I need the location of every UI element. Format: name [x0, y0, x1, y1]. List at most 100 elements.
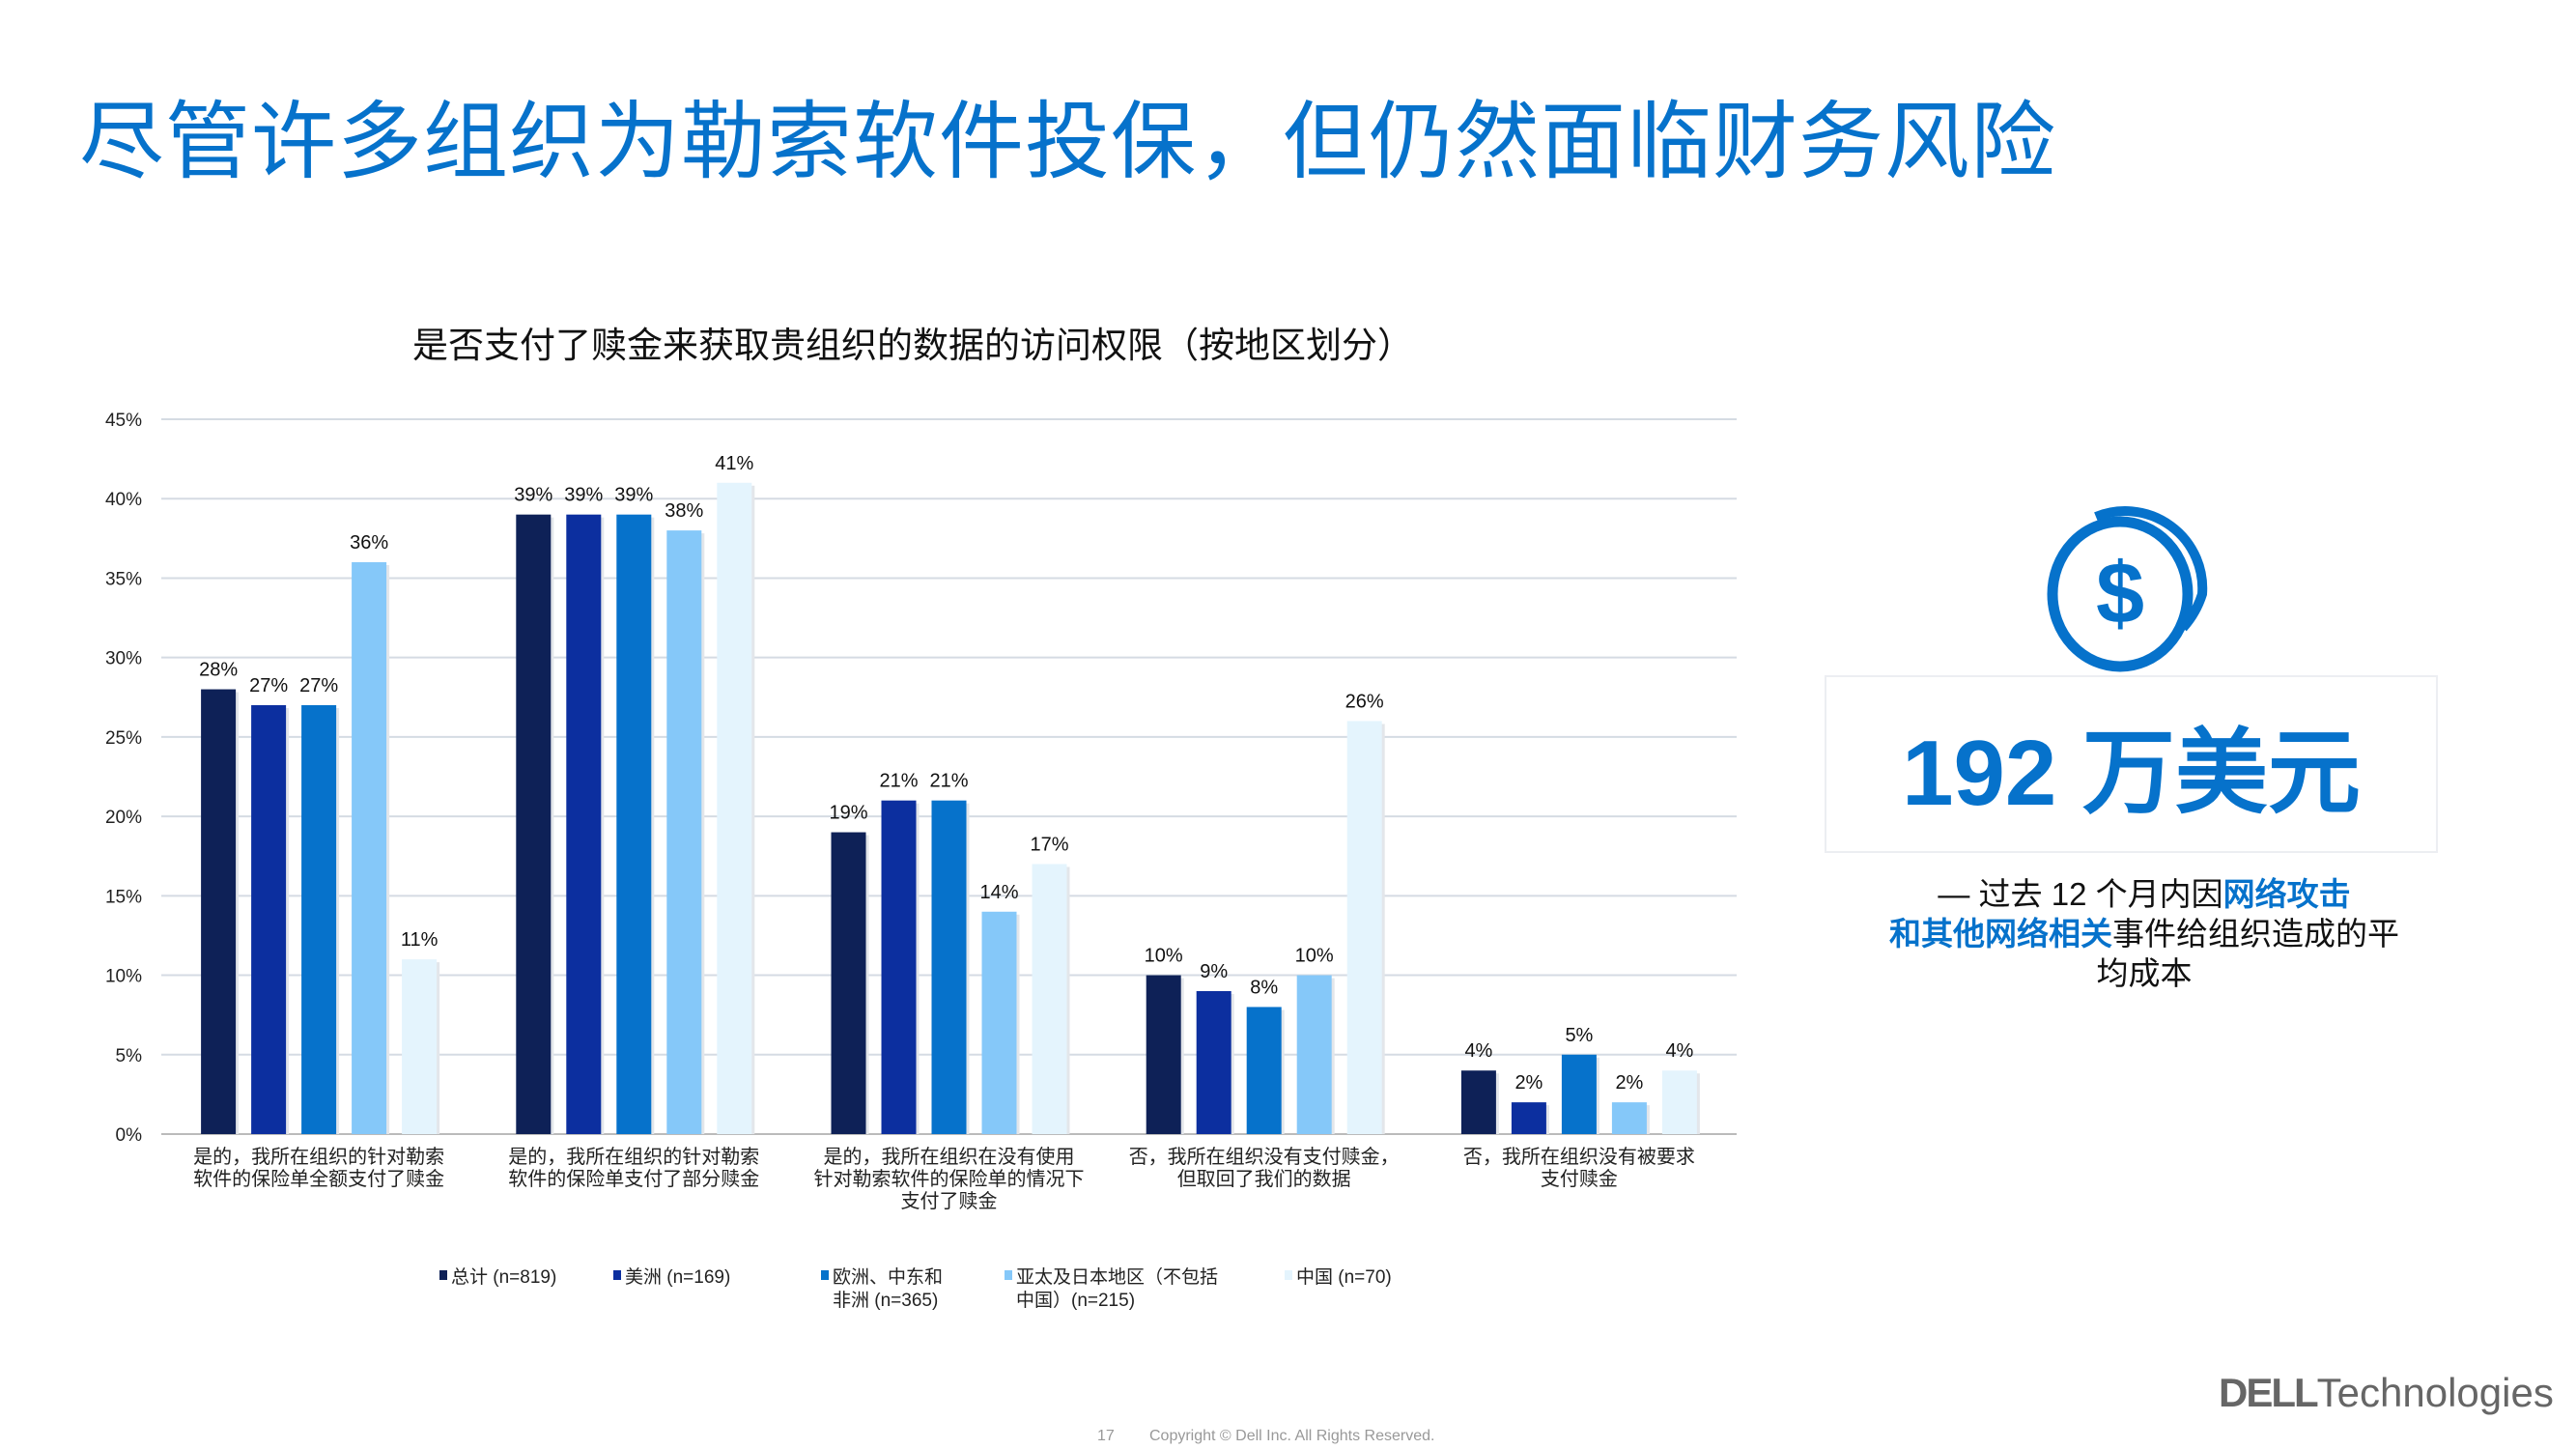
y-tick-label: 15% [105, 887, 142, 907]
dell-technologies-logo: DELLTechnologies [2219, 1370, 2554, 1416]
bar [1146, 975, 1181, 1134]
legend-swatch [821, 1270, 829, 1280]
cost-caption: — 过去 12 个月内因网络攻击和其他网络相关事件给组织造成的平均成本 [1874, 874, 2415, 993]
legend-label: 欧洲、中东和 [833, 1266, 943, 1288]
x-category-label: 支付了赎金 [901, 1190, 998, 1212]
bar [616, 514, 652, 1134]
data-label: 27% [249, 675, 288, 696]
legend-swatch [1005, 1270, 1012, 1280]
bar [931, 800, 967, 1134]
x-category-label: 否，我所在组织没有支付赎金， [1129, 1146, 1400, 1168]
y-tick-label: 10% [105, 967, 142, 987]
bar [1511, 1102, 1546, 1134]
x-category-label: 软件的保险单支付了部分赎金 [508, 1168, 759, 1190]
legend-label: 中国 (n=70) [1296, 1266, 1392, 1288]
data-label: 21% [879, 771, 918, 792]
y-tick-label: 45% [105, 411, 142, 431]
data-label: 2% [1615, 1072, 1643, 1094]
caption-highlight: 网络攻击 [2222, 876, 2351, 912]
bar [566, 514, 602, 1134]
data-label: 2% [1514, 1072, 1543, 1094]
x-category-label: 是的，我所在组织的针对勒索 [508, 1146, 759, 1168]
data-label: 26% [1345, 691, 1384, 712]
x-category-label: 否，我所在组织没有被要求 [1463, 1146, 1695, 1168]
dollar-coin-icon: $ [2047, 506, 2208, 672]
legend-label: 美洲 (n=169) [625, 1266, 730, 1288]
legend-label: 中国）(n=215) [1016, 1290, 1135, 1311]
legend-swatch [1285, 1270, 1292, 1280]
bar [1661, 1070, 1697, 1134]
logo-brand: DELL [2219, 1370, 2319, 1415]
caption-text: — 过去 12 个月内因 [1938, 876, 2223, 912]
data-label: 14% [979, 882, 1018, 903]
data-label: 10% [1295, 946, 1334, 967]
y-tick-label: 5% [116, 1046, 143, 1066]
caption-highlight: 和其他网络相关 [1889, 916, 2112, 952]
bar [1296, 975, 1332, 1134]
data-label: 27% [299, 675, 338, 696]
bar [666, 530, 702, 1134]
data-label: 19% [829, 803, 867, 824]
data-label: 5% [1565, 1025, 1593, 1046]
bar [251, 705, 287, 1134]
x-category-label: 是的，我所在组织在没有使用 [824, 1146, 1075, 1168]
x-category-label: 但取回了我们的数据 [1177, 1168, 1351, 1190]
bar [981, 911, 1017, 1134]
bar [201, 689, 237, 1134]
data-label: 41% [715, 453, 753, 474]
data-label: 17% [1030, 834, 1068, 855]
bar [1346, 721, 1382, 1134]
data-label: 4% [1665, 1040, 1693, 1062]
data-label: 39% [564, 485, 603, 506]
data-label: 4% [1464, 1040, 1492, 1062]
data-label: 8% [1250, 977, 1278, 998]
bar [1246, 1007, 1282, 1134]
x-category-label: 针对勒索软件的保险单的情况下 [814, 1168, 1085, 1190]
y-tick-label: 20% [105, 808, 142, 828]
bar [352, 562, 387, 1134]
bar [1460, 1070, 1496, 1134]
bar [717, 482, 752, 1134]
slide-title: 尽管许多组织为勒索软件投保，但仍然面临财务风险 [79, 94, 2057, 189]
y-tick-label: 40% [105, 490, 142, 510]
data-label: 21% [929, 771, 968, 792]
caption-text: 事件给组织造成的平均成本 [2096, 916, 2400, 991]
bar [402, 959, 438, 1134]
data-label: 11% [401, 929, 439, 951]
y-tick-label: 35% [105, 569, 142, 589]
logo-text: Technologies [2316, 1370, 2554, 1415]
legend-label: 非洲 (n=365) [833, 1290, 938, 1311]
bar [1196, 991, 1231, 1134]
y-tick-label: 25% [105, 728, 142, 749]
legend-swatch [439, 1270, 447, 1280]
data-label: 9% [1200, 961, 1228, 982]
data-label: 28% [199, 660, 238, 681]
x-category-label: 支付赎金 [1541, 1168, 1618, 1190]
legend-label: 亚太及日本地区（不包括 [1016, 1266, 1218, 1288]
page-number: 17 [1097, 1428, 1115, 1444]
x-category-label: 是的，我所在组织的针对勒索 [193, 1146, 444, 1168]
data-label: 36% [350, 532, 388, 554]
y-tick-label: 30% [105, 649, 142, 669]
legend-label: 总计 (n=819) [451, 1266, 556, 1288]
legend-swatch [613, 1270, 621, 1280]
y-tick-label: 0% [116, 1125, 143, 1146]
bar [1561, 1054, 1597, 1134]
bar [1611, 1102, 1647, 1134]
average-cost-value: 192 万美元 [1902, 721, 2361, 825]
data-label: 39% [614, 485, 653, 506]
data-label: 10% [1145, 946, 1183, 967]
chart-title: 是否支付了赎金来获取贵组织的数据的访问权限（按地区划分） [412, 326, 1413, 365]
bar [516, 514, 552, 1134]
x-category-label: 软件的保险单全额支付了赎金 [193, 1168, 444, 1190]
bar [301, 705, 337, 1134]
data-label: 38% [665, 500, 703, 522]
bar [881, 800, 917, 1134]
data-label: 39% [514, 485, 552, 506]
copyright: Copyright © Dell Inc. All Rights Reserve… [1149, 1428, 1435, 1444]
cost-highlight-box: 192 万美元 [1825, 675, 2438, 853]
svg-text:$: $ [2096, 546, 2144, 642]
bar [831, 832, 866, 1134]
bar [1032, 864, 1067, 1134]
